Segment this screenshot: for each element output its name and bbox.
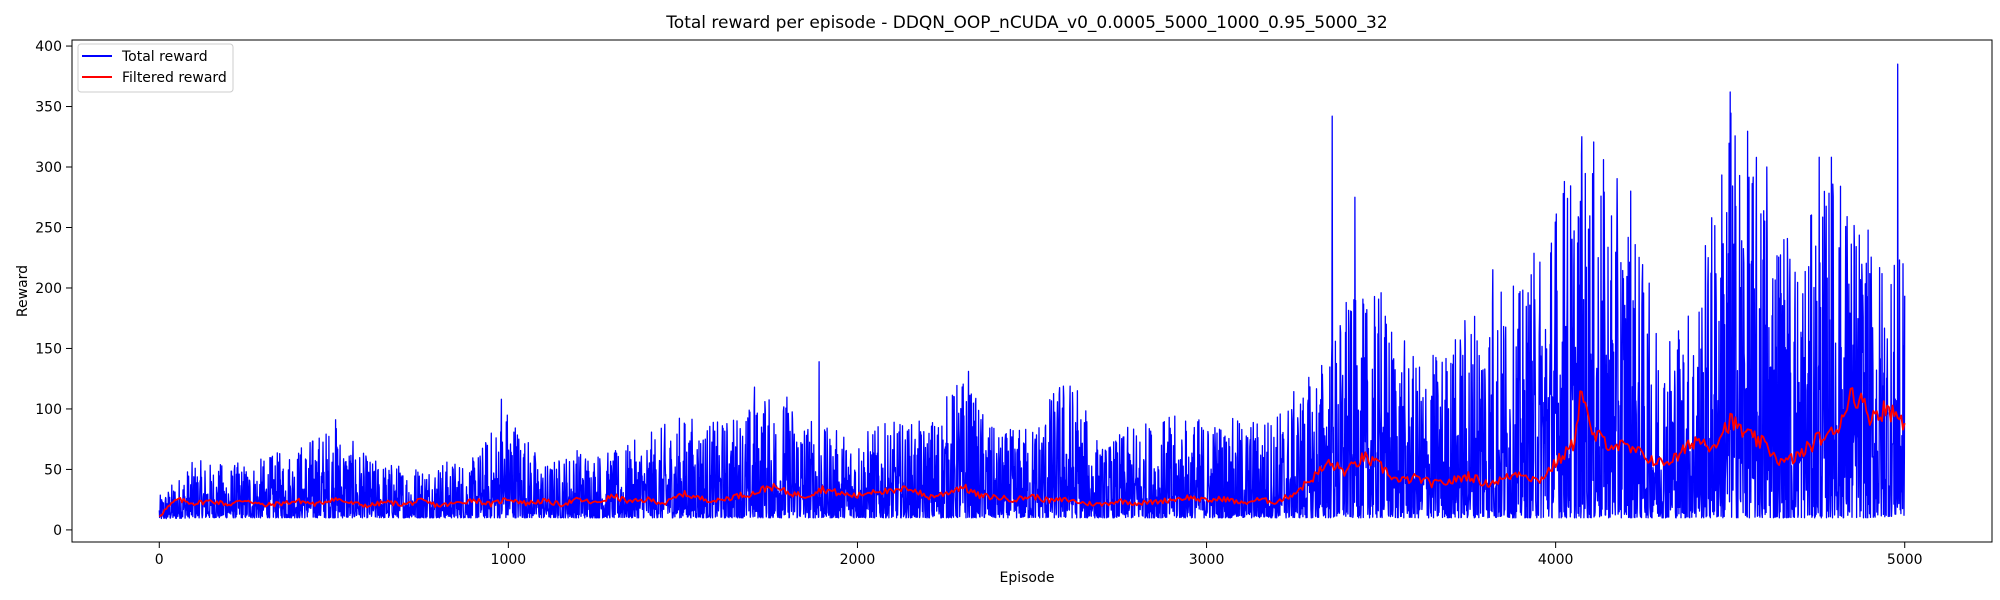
- y-tick-label: 350: [35, 100, 62, 116]
- x-tick-label: 3000: [1189, 552, 1225, 568]
- y-axis-title: Reward: [15, 265, 31, 317]
- y-tick-label: 300: [35, 160, 62, 176]
- y-tick-label: 100: [35, 402, 62, 418]
- x-tick-label: 5000: [1887, 552, 1923, 568]
- filtered-reward-line: [158, 387, 1906, 518]
- y-tick-label: 200: [35, 281, 62, 297]
- y-tick-label: 50: [44, 462, 62, 478]
- plot-frame: [71, 39, 1993, 543]
- series-total-reward: [158, 63, 1906, 520]
- legend-box: [77, 43, 234, 93]
- chart-title: Total reward per episode - DDQN_OOP_nCUD…: [665, 13, 1387, 33]
- series-filtered-reward: [158, 387, 1906, 518]
- legend-label-total-reward: Total reward: [121, 49, 208, 65]
- legend: Total reward Filtered reward: [77, 43, 234, 93]
- total-reward-line: [158, 63, 1906, 520]
- legend-label-filtered-reward: Filtered reward: [122, 70, 227, 86]
- x-tick-label: 1000: [491, 552, 527, 568]
- x-axis-title: Episode: [1000, 570, 1055, 586]
- plot-area: [158, 63, 1906, 520]
- y-tick-label: 0: [53, 523, 62, 539]
- x-axis: 0 1000 2000 3000 4000 5000: [155, 542, 1923, 568]
- y-tick-label: 400: [35, 39, 62, 55]
- x-tick-label: 4000: [1538, 552, 1574, 568]
- y-tick-label: 150: [35, 341, 62, 357]
- y-tick-label: 250: [35, 220, 62, 236]
- x-tick-label: 0: [155, 552, 164, 568]
- y-axis: 0 50 100 150 200 250 300 350 400: [35, 39, 72, 539]
- x-tick-label: 2000: [840, 552, 876, 568]
